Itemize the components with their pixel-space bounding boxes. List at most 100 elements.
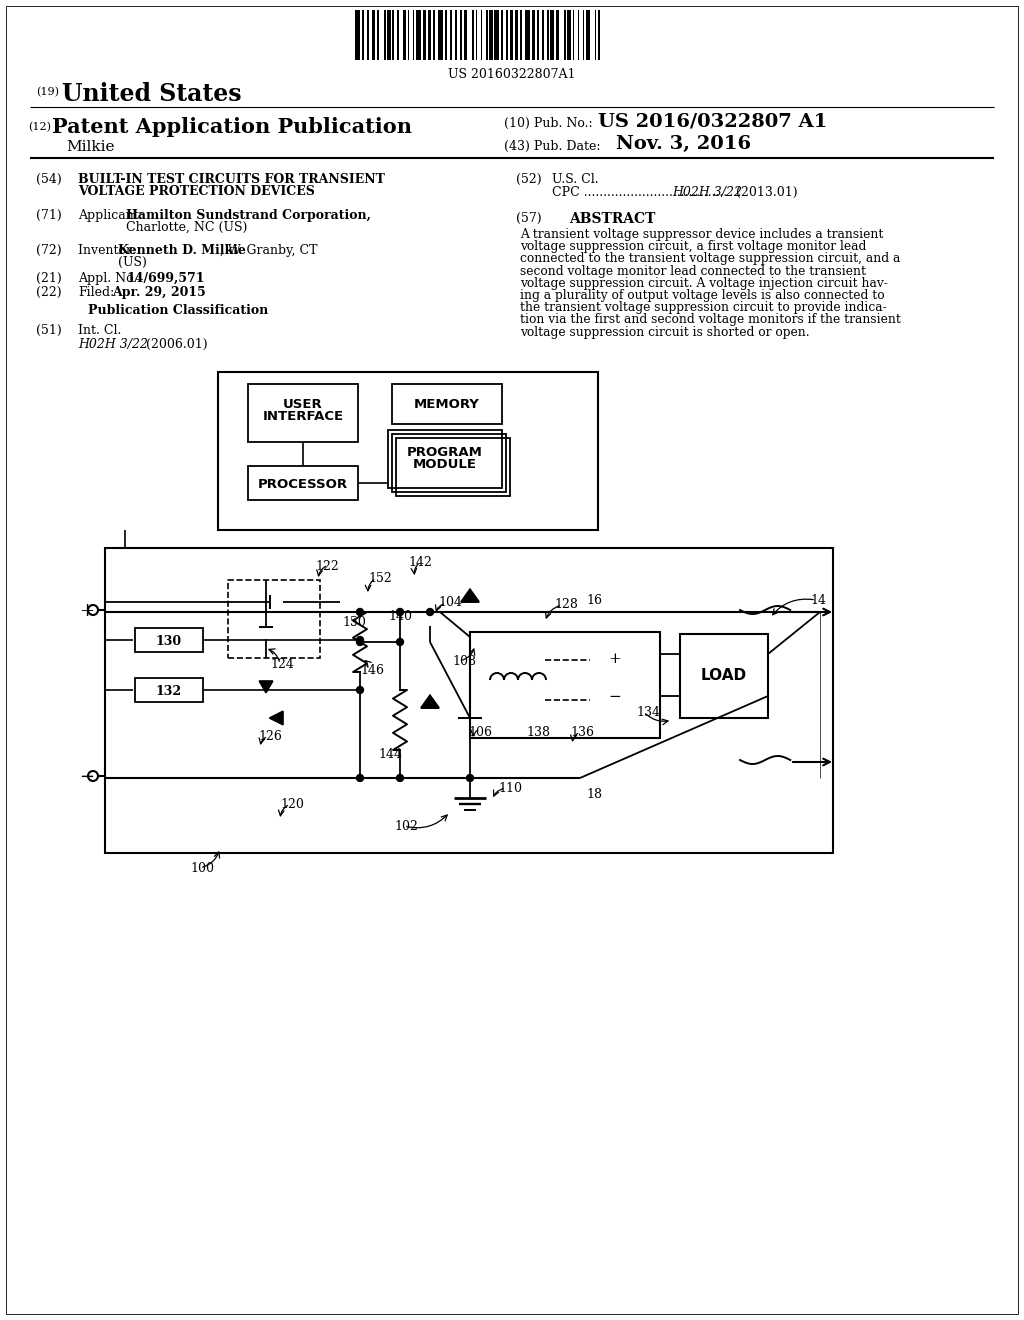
Bar: [372, 11, 376, 59]
Circle shape: [356, 639, 364, 645]
Bar: [472, 11, 474, 59]
Text: 108: 108: [452, 655, 476, 668]
Text: LOAD: LOAD: [701, 668, 748, 682]
Text: (12): (12): [28, 121, 51, 132]
Text: 138: 138: [526, 726, 550, 739]
Bar: [595, 11, 596, 59]
Text: 14/699,571: 14/699,571: [126, 272, 205, 285]
Circle shape: [396, 609, 403, 615]
Text: BUILT-IN TEST CIRCUITS FOR TRANSIENT: BUILT-IN TEST CIRCUITS FOR TRANSIENT: [78, 173, 385, 186]
Bar: [506, 11, 508, 59]
Bar: [481, 11, 482, 59]
Bar: [387, 11, 391, 59]
Text: tion via the first and second voltage monitors if the transient: tion via the first and second voltage mo…: [520, 313, 901, 326]
Bar: [470, 632, 660, 738]
Bar: [456, 11, 457, 59]
Text: Nov. 3, 2016: Nov. 3, 2016: [616, 135, 752, 153]
Bar: [367, 11, 369, 59]
Text: MEMORY: MEMORY: [414, 399, 480, 411]
Text: second voltage monitor lead connected to the transient: second voltage monitor lead connected to…: [520, 264, 866, 277]
Circle shape: [396, 775, 403, 781]
Bar: [433, 11, 435, 59]
Text: H02H 3/22: H02H 3/22: [672, 186, 742, 199]
Bar: [520, 11, 521, 59]
Text: 18: 18: [586, 788, 602, 801]
Text: 100: 100: [190, 862, 214, 875]
Text: USER: USER: [283, 399, 323, 411]
Text: Int. Cl.: Int. Cl.: [78, 323, 122, 337]
Bar: [586, 11, 590, 59]
Text: Charlotte, NC (US): Charlotte, NC (US): [126, 220, 248, 234]
Bar: [355, 11, 360, 59]
Text: +: +: [608, 652, 621, 667]
Polygon shape: [259, 681, 272, 693]
Text: 144: 144: [378, 748, 402, 762]
Text: Apr. 29, 2015: Apr. 29, 2015: [112, 286, 206, 300]
Bar: [542, 11, 544, 59]
Text: the transient voltage suppression circuit to provide indica-: the transient voltage suppression circui…: [520, 301, 887, 314]
Text: 146: 146: [360, 664, 384, 677]
Text: voltage suppression circuit is shorted or open.: voltage suppression circuit is shorted o…: [520, 326, 810, 339]
Bar: [416, 11, 421, 59]
Bar: [135, 628, 203, 652]
Text: , W. Granby, CT: , W. Granby, CT: [220, 244, 317, 257]
Bar: [489, 11, 493, 59]
Text: VOLTAGE PROTECTION DEVICES: VOLTAGE PROTECTION DEVICES: [78, 185, 314, 198]
Text: United States: United States: [62, 82, 242, 106]
Text: H02H 3/22: H02H 3/22: [78, 338, 148, 351]
Text: MODULE: MODULE: [413, 458, 477, 471]
Text: connected to the transient voltage suppression circuit, and a: connected to the transient voltage suppr…: [520, 252, 900, 265]
Bar: [135, 678, 203, 702]
Bar: [551, 11, 554, 59]
Text: voltage suppression circuit, a first voltage monitor lead: voltage suppression circuit, a first vol…: [520, 240, 866, 253]
Text: CPC .....................................: CPC ....................................…: [552, 186, 727, 199]
Text: A transient voltage suppressor device includes a transient: A transient voltage suppressor device in…: [520, 228, 884, 242]
Bar: [495, 11, 500, 59]
Text: 126: 126: [258, 730, 282, 743]
Bar: [377, 11, 379, 59]
Text: (52): (52): [516, 173, 542, 186]
Text: 128: 128: [554, 598, 578, 611]
Text: (2006.01): (2006.01): [146, 338, 208, 351]
Bar: [556, 11, 559, 59]
Text: +: +: [79, 602, 94, 620]
Bar: [388, 430, 502, 488]
Bar: [392, 384, 502, 424]
Bar: [486, 11, 487, 59]
Bar: [680, 634, 768, 718]
Text: 106: 106: [468, 726, 492, 739]
Bar: [402, 11, 406, 59]
Circle shape: [396, 639, 403, 645]
Text: 136: 136: [570, 726, 594, 739]
Text: (72): (72): [36, 244, 61, 257]
Text: 132: 132: [156, 685, 182, 698]
Bar: [408, 11, 410, 59]
Text: Applicant:: Applicant:: [78, 209, 146, 222]
Bar: [476, 11, 477, 59]
Circle shape: [467, 775, 473, 781]
Text: 120: 120: [280, 799, 304, 810]
Bar: [396, 438, 510, 496]
Text: 152: 152: [368, 572, 392, 585]
Bar: [451, 11, 452, 59]
Bar: [392, 11, 394, 59]
Circle shape: [356, 775, 364, 781]
Text: 14: 14: [810, 594, 826, 607]
Bar: [445, 11, 446, 59]
Text: −: −: [79, 768, 94, 785]
Bar: [510, 11, 513, 59]
Text: INTERFACE: INTERFACE: [262, 411, 344, 422]
Text: 140: 140: [388, 610, 412, 623]
Text: U.S. Cl.: U.S. Cl.: [552, 173, 599, 186]
Text: 110: 110: [498, 781, 522, 795]
Bar: [248, 384, 358, 442]
Text: Publication Classification: Publication Classification: [88, 304, 268, 317]
Text: (51): (51): [36, 323, 61, 337]
Bar: [547, 11, 549, 59]
Text: 124: 124: [270, 657, 294, 671]
Text: (19): (19): [36, 87, 59, 98]
Bar: [598, 11, 600, 59]
Text: (54): (54): [36, 173, 61, 186]
Text: US 20160322807A1: US 20160322807A1: [449, 69, 575, 81]
Text: (10) Pub. No.:: (10) Pub. No.:: [504, 117, 593, 129]
